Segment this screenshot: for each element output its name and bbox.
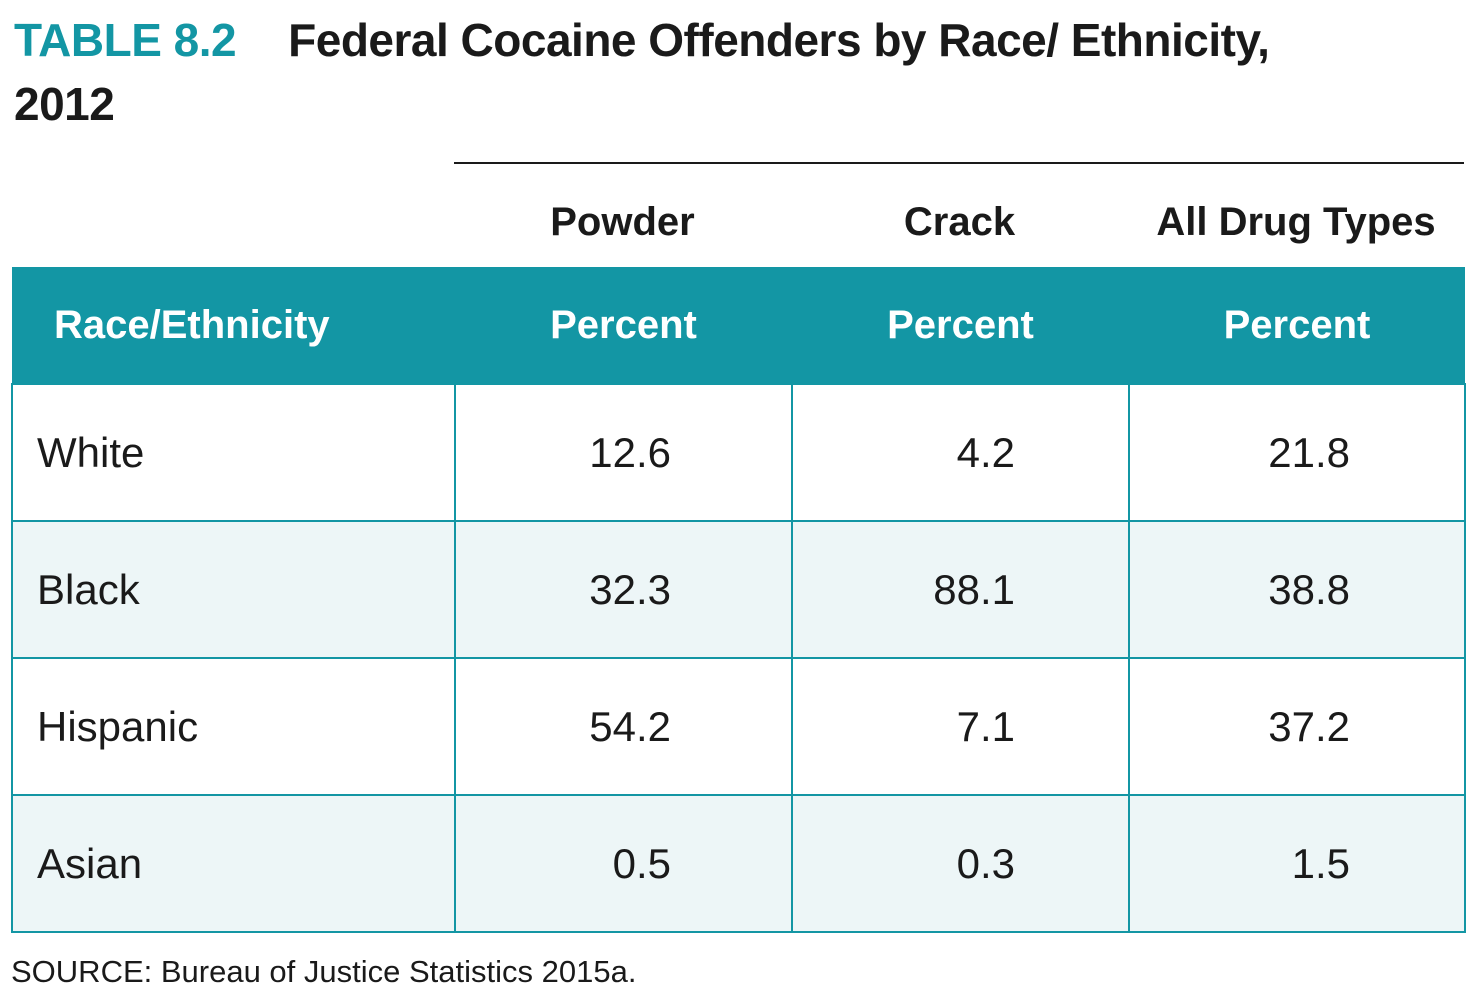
row-label: Black xyxy=(11,520,456,659)
crack-value: 88.1 xyxy=(791,520,1130,659)
table-header-row: Race/Ethnicity Percent Percent Percent xyxy=(12,267,1465,384)
table-row: Black 32.3 88.1 38.8 xyxy=(11,520,1466,659)
row-label: Asian xyxy=(11,794,456,933)
group-header-powder: Powder xyxy=(550,200,695,244)
powder-value: 0.5 xyxy=(454,794,793,933)
powder-value: 12.6 xyxy=(454,383,793,522)
row-label: Hispanic xyxy=(11,657,456,796)
all-drug-types-value: 21.8 xyxy=(1128,383,1466,522)
header-rule xyxy=(454,162,1464,164)
powder-value: 32.3 xyxy=(454,520,793,659)
column-header-all-percent: Percent xyxy=(1129,267,1465,384)
group-header-all-drug-types: All Drug Types xyxy=(1156,200,1436,244)
column-header-race-ethnicity: Race/Ethnicity xyxy=(12,267,455,384)
table-number-label: TABLE 8.2 xyxy=(14,14,237,66)
table-row: Hispanic 54.2 7.1 37.2 xyxy=(11,657,1466,796)
column-header-powder-percent: Percent xyxy=(455,267,792,384)
group-header-crack: Crack xyxy=(903,200,1016,244)
crack-value: 7.1 xyxy=(791,657,1130,796)
all-drug-types-value: 37.2 xyxy=(1128,657,1466,796)
offenders-table: Race/Ethnicity Percent Percent Percent W… xyxy=(11,267,1466,933)
row-label: White xyxy=(11,383,456,522)
table-title-text: Federal Cocaine Offenders by Race/ Ethni… xyxy=(14,14,1270,130)
all-drug-types-value: 1.5 xyxy=(1128,794,1466,933)
crack-value: 0.3 xyxy=(791,794,1130,933)
table-title: TABLE 8.2 Federal Cocaine Offenders by Ra… xyxy=(14,8,1314,136)
source-note: SOURCE: Bureau of Justice Statistics 201… xyxy=(11,954,637,989)
powder-value: 54.2 xyxy=(454,657,793,796)
crack-value: 4.2 xyxy=(791,383,1130,522)
table-row: Asian 0.5 0.3 1.5 xyxy=(11,794,1466,933)
table-row: White 12.6 4.2 21.8 xyxy=(11,383,1466,522)
column-header-crack-percent: Percent xyxy=(792,267,1129,384)
all-drug-types-value: 38.8 xyxy=(1128,520,1466,659)
